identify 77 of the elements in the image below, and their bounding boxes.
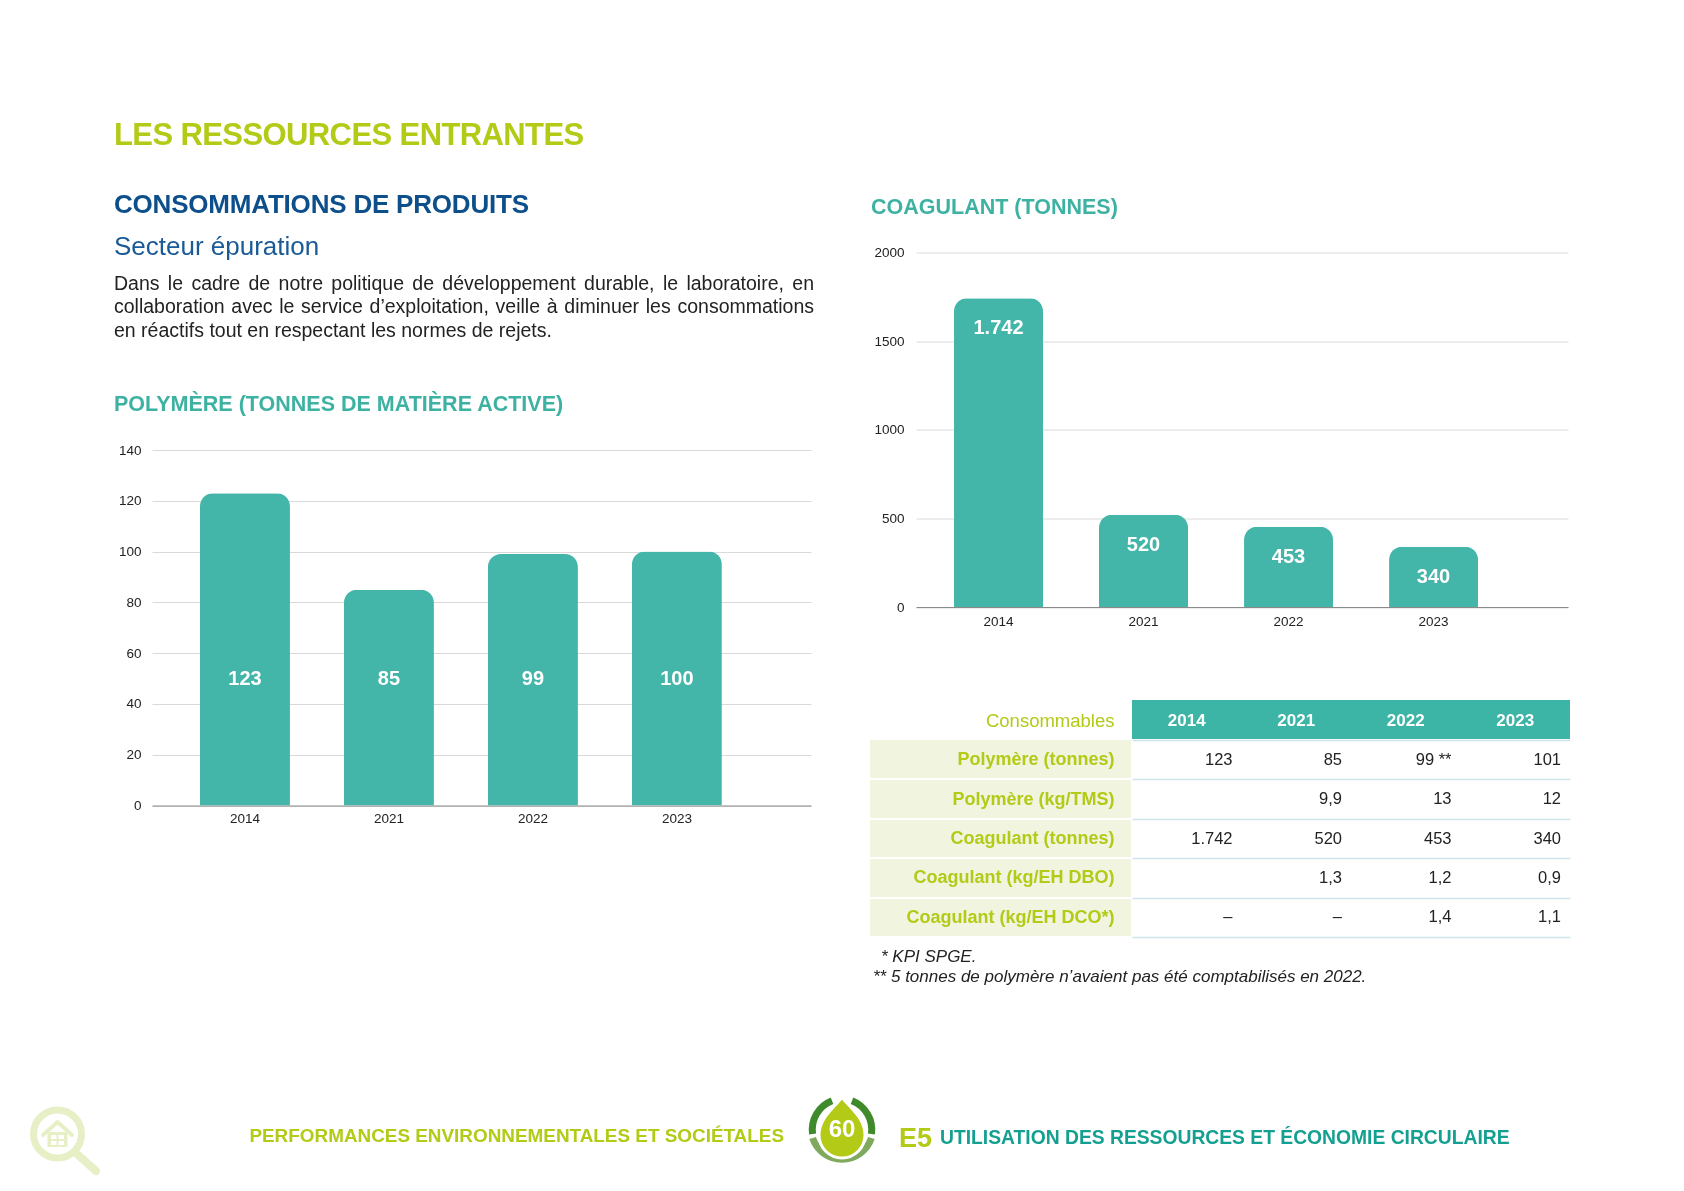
x-tick-label: 2014 [983, 613, 1015, 629]
text: * KPI SPGE. [881, 946, 977, 968]
x-tick-label: 2023 [1495, 710, 1534, 730]
y-tick-label: 0 [896, 599, 905, 615]
x-tick-label: 2021 [373, 811, 404, 826]
text: UTILISATION DES RESSOURCES ET ÉCONOMIE CIRCULAIRE [940, 1126, 1510, 1150]
data-label: 1,4 [1428, 907, 1451, 926]
bar [1099, 514, 1189, 607]
x-tick-label: 2021 [1276, 710, 1315, 730]
x-tick-label: 2014 [1167, 710, 1206, 730]
y-tick-label: 60 [126, 645, 142, 661]
bar [1389, 546, 1479, 607]
text: Secteur épuration [114, 231, 320, 263]
x-tick-label: 2022 [1386, 710, 1425, 730]
y-tick-label: 120 [118, 493, 142, 509]
data-label: 520 [1313, 828, 1342, 847]
x-tick-label: 2023 [1418, 613, 1449, 629]
bar [487, 554, 578, 806]
text: ** 5 tonnes de polymère n’avaient pas été comptabilisés en 2022. [873, 966, 1367, 988]
data-label: 100 [660, 667, 694, 689]
bar [199, 493, 290, 806]
text: – [1332, 907, 1342, 926]
data-label: 1.742 [973, 316, 1024, 339]
text: E5 [899, 1121, 933, 1155]
data-label: 9,9 [1318, 789, 1342, 808]
y-tick-label: 140 [118, 442, 142, 458]
y-axis-title: Consommables [985, 709, 1114, 731]
data-label: 85 [377, 667, 401, 689]
data-label: 101 [1532, 749, 1561, 768]
text: LES RESSOURCES ENTRANTES [114, 116, 584, 154]
y-tick-label: Polymère (kg/TMS) [951, 788, 1114, 809]
y-tick-label: 80 [126, 594, 142, 610]
data-label: 13 [1432, 789, 1451, 808]
x-tick-label: 2022 [517, 811, 548, 826]
data-label: 453 [1423, 828, 1451, 847]
data-label: 99 ** [1415, 749, 1452, 768]
data-label: 1.742 [1190, 828, 1232, 847]
data-label: 123 [228, 667, 262, 689]
y-tick-label: 100 [118, 544, 142, 560]
y-tick-label: 2000 [874, 245, 905, 260]
data-label: 12 [1542, 789, 1561, 808]
text: Dans le cadre de notre politique de développement durable, le laboratoire, en collaboration avec le service d’exploitation, veille à diminuer les consommations en réactifs tout en respectant les normes de rejets. [114, 271, 814, 343]
bar [631, 551, 722, 806]
x-tick-label: 2022 [1273, 613, 1304, 629]
y-tick-label: 1000 [874, 422, 905, 438]
text: 60 [828, 1115, 856, 1144]
x-tick-label: 2021 [1128, 613, 1159, 629]
data-label: 340 [1532, 828, 1561, 847]
y-tick-label: 0 [133, 798, 142, 813]
data-label: 340 [1416, 564, 1451, 587]
bar [1244, 526, 1334, 607]
chart-title: POLYMÈRE (TONNES DE MATIÈRE ACTIVE) [114, 390, 564, 416]
text: – [1222, 907, 1232, 926]
bar [343, 589, 434, 806]
data-label: 1,1 [1537, 907, 1561, 926]
y-tick-label: Coagulant (kg/EH DCO*) [905, 906, 1114, 927]
chart-title: COAGULANT (TONNES) [871, 195, 1118, 219]
data-label: 1,2 [1428, 867, 1451, 886]
data-label: 123 [1204, 749, 1232, 768]
data-label: 520 [1126, 532, 1161, 555]
data-label: 99 [521, 667, 545, 689]
data-label: 453 [1271, 544, 1306, 567]
bar [953, 298, 1044, 607]
y-tick-label: 500 [881, 510, 905, 526]
y-tick-label: Polymère (tonnes) [956, 749, 1114, 770]
y-tick-label: 40 [126, 696, 142, 712]
data-label: 1,3 [1318, 867, 1342, 886]
y-tick-label: 1500 [874, 333, 905, 349]
y-tick-label: Coagulant (kg/EH DBO) [913, 867, 1114, 888]
x-tick-label: 2023 [661, 811, 692, 826]
y-tick-label: 20 [126, 747, 142, 763]
text: CONSOMMATIONS DE PRODUITS [114, 189, 529, 221]
x-tick-label: 2014 [229, 811, 261, 826]
y-tick-label: Coagulant (tonnes) [950, 828, 1114, 848]
data-label: 85 [1323, 749, 1342, 768]
text: PERFORMANCES ENVIRONNEMENTALES ET SOCIÉTALES [249, 1124, 784, 1148]
data-label: 0,9 [1537, 867, 1561, 886]
